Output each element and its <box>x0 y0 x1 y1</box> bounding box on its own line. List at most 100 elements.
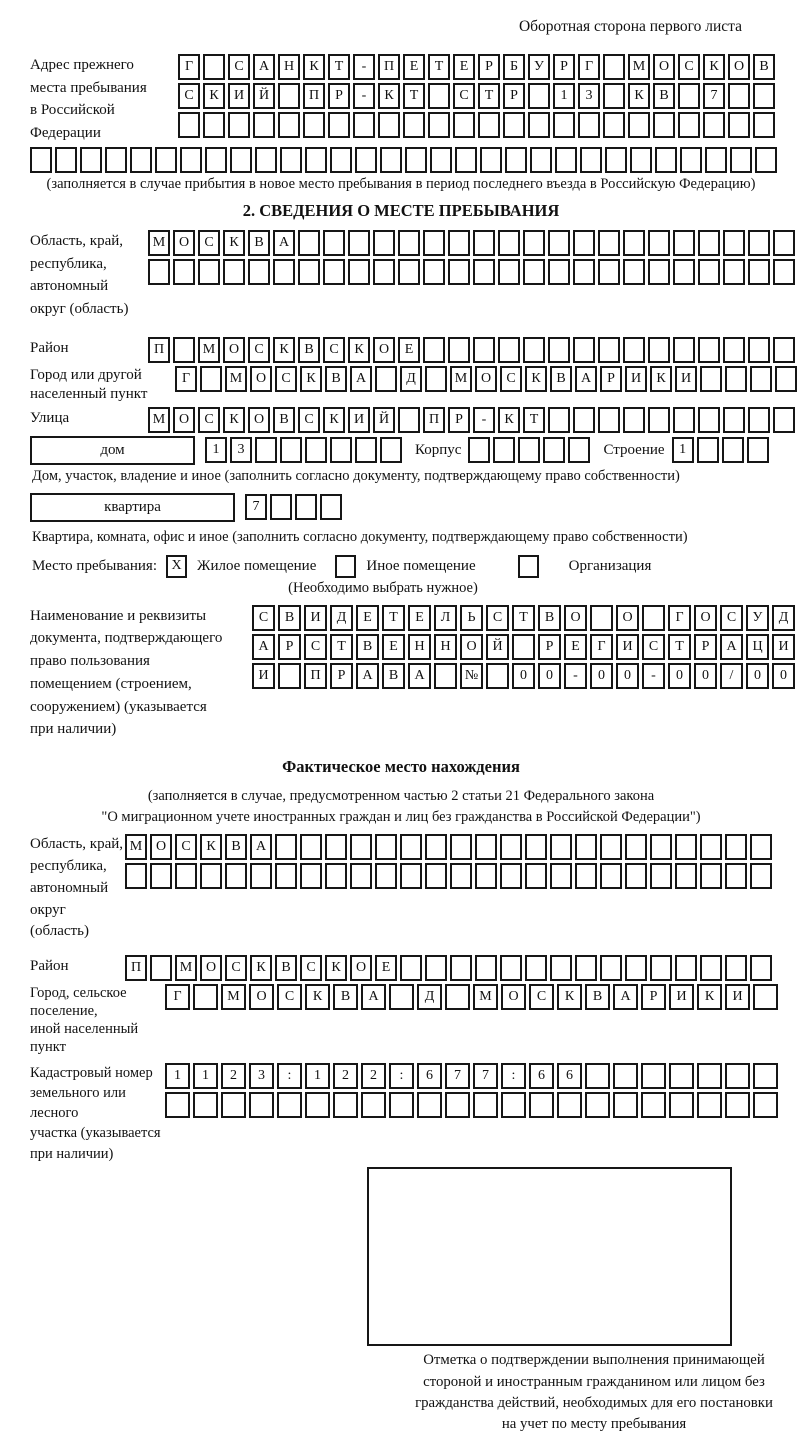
char-cell[interactable] <box>180 147 202 173</box>
char-cell[interactable] <box>748 259 770 285</box>
char-cell[interactable]: В <box>538 604 561 631</box>
char-cell[interactable]: 0 <box>538 662 561 689</box>
char-cell[interactable] <box>500 955 522 982</box>
char-cell[interactable]: К <box>628 83 650 109</box>
char-cell[interactable] <box>697 1091 722 1118</box>
prev-address-row-4[interactable] <box>30 147 777 173</box>
char-cell[interactable] <box>323 230 345 256</box>
char-cell[interactable] <box>475 955 497 982</box>
char-cell[interactable] <box>696 437 719 463</box>
char-cell[interactable] <box>275 863 297 890</box>
char-cell[interactable]: А <box>361 984 386 1011</box>
char-cell[interactable] <box>270 494 292 520</box>
char-cell[interactable]: П <box>303 83 325 109</box>
char-cell[interactable] <box>105 147 127 173</box>
char-cell[interactable] <box>753 1091 778 1118</box>
char-cell[interactable]: И <box>304 604 327 631</box>
char-cell[interactable]: Т <box>428 54 450 80</box>
char-cell[interactable] <box>603 54 625 80</box>
char-cell[interactable]: А <box>250 834 272 861</box>
char-cell[interactable]: У <box>746 604 769 631</box>
char-cell[interactable]: 1 <box>671 437 694 463</box>
char-cell[interactable]: К <box>650 366 672 392</box>
char-cell[interactable]: О <box>200 955 222 982</box>
char-cell[interactable] <box>748 230 770 256</box>
char-cell[interactable]: Д <box>772 604 795 631</box>
char-cell[interactable] <box>175 863 197 890</box>
char-cell[interactable] <box>550 955 572 982</box>
stroenie-cells[interactable]: 1 <box>671 437 769 463</box>
char-cell[interactable]: С <box>228 54 250 80</box>
char-cell[interactable]: С <box>198 230 220 256</box>
char-cell[interactable] <box>498 230 520 256</box>
char-cell[interactable] <box>430 147 452 173</box>
char-cell[interactable] <box>523 259 545 285</box>
char-cell[interactable]: М <box>148 230 170 256</box>
char-cell[interactable] <box>703 112 725 138</box>
char-cell[interactable] <box>673 337 695 363</box>
char-cell[interactable] <box>200 863 222 890</box>
char-cell[interactable]: - <box>564 662 587 689</box>
char-cell[interactable] <box>725 1062 750 1089</box>
char-cell[interactable] <box>400 955 422 982</box>
char-cell[interactable] <box>448 230 470 256</box>
char-cell[interactable]: К <box>325 955 347 982</box>
char-cell[interactable] <box>305 147 327 173</box>
char-cell[interactable] <box>165 1091 190 1118</box>
char-cell[interactable] <box>423 230 445 256</box>
char-cell[interactable]: О <box>616 604 639 631</box>
char-cell[interactable]: Г <box>668 604 691 631</box>
char-cell[interactable] <box>380 437 402 463</box>
char-cell[interactable]: Л <box>434 604 457 631</box>
char-cell[interactable]: Р <box>553 54 575 80</box>
char-cell[interactable] <box>503 112 525 138</box>
char-cell[interactable] <box>448 337 470 363</box>
char-cell[interactable] <box>525 863 547 890</box>
char-cell[interactable]: Р <box>538 633 561 660</box>
char-cell[interactable]: О <box>653 54 675 80</box>
char-cell[interactable]: 0 <box>616 662 639 689</box>
char-cell[interactable] <box>473 259 495 285</box>
char-cell[interactable]: К <box>378 83 400 109</box>
char-cell[interactable] <box>203 112 225 138</box>
char-cell[interactable]: Ь <box>460 604 483 631</box>
char-cell[interactable] <box>700 863 722 890</box>
char-cell[interactable]: М <box>175 955 197 982</box>
char-cell[interactable]: 2 <box>221 1062 246 1089</box>
char-cell[interactable] <box>320 494 342 520</box>
char-cell[interactable]: Е <box>356 604 379 631</box>
char-cell[interactable] <box>590 604 613 631</box>
char-cell[interactable] <box>273 259 295 285</box>
char-cell[interactable]: Е <box>382 633 405 660</box>
cadastre-row-2[interactable] <box>165 1091 778 1118</box>
char-cell[interactable]: И <box>675 366 697 392</box>
char-cell[interactable] <box>512 633 535 660</box>
char-cell[interactable]: В <box>753 54 775 80</box>
char-cell[interactable]: 6 <box>417 1062 442 1089</box>
actual-region-row-2[interactable] <box>125 863 772 890</box>
char-cell[interactable]: : <box>501 1062 526 1089</box>
char-cell[interactable] <box>150 955 172 982</box>
char-cell[interactable] <box>700 955 722 982</box>
char-cell[interactable] <box>295 494 317 520</box>
char-cell[interactable] <box>669 1062 694 1089</box>
char-cell[interactable]: А <box>575 366 597 392</box>
char-cell[interactable]: Р <box>641 984 666 1011</box>
char-cell[interactable] <box>600 834 622 861</box>
organization-checkbox[interactable] <box>517 554 539 578</box>
char-cell[interactable] <box>480 147 502 173</box>
char-cell[interactable]: П <box>378 54 400 80</box>
char-cell[interactable] <box>455 147 477 173</box>
char-cell[interactable]: О <box>350 955 372 982</box>
char-cell[interactable] <box>697 1062 722 1089</box>
char-cell[interactable] <box>403 112 425 138</box>
char-cell[interactable] <box>673 230 695 256</box>
char-cell[interactable] <box>525 834 547 861</box>
char-cell[interactable]: Е <box>453 54 475 80</box>
char-cell[interactable] <box>193 1091 218 1118</box>
char-cell[interactable] <box>300 834 322 861</box>
